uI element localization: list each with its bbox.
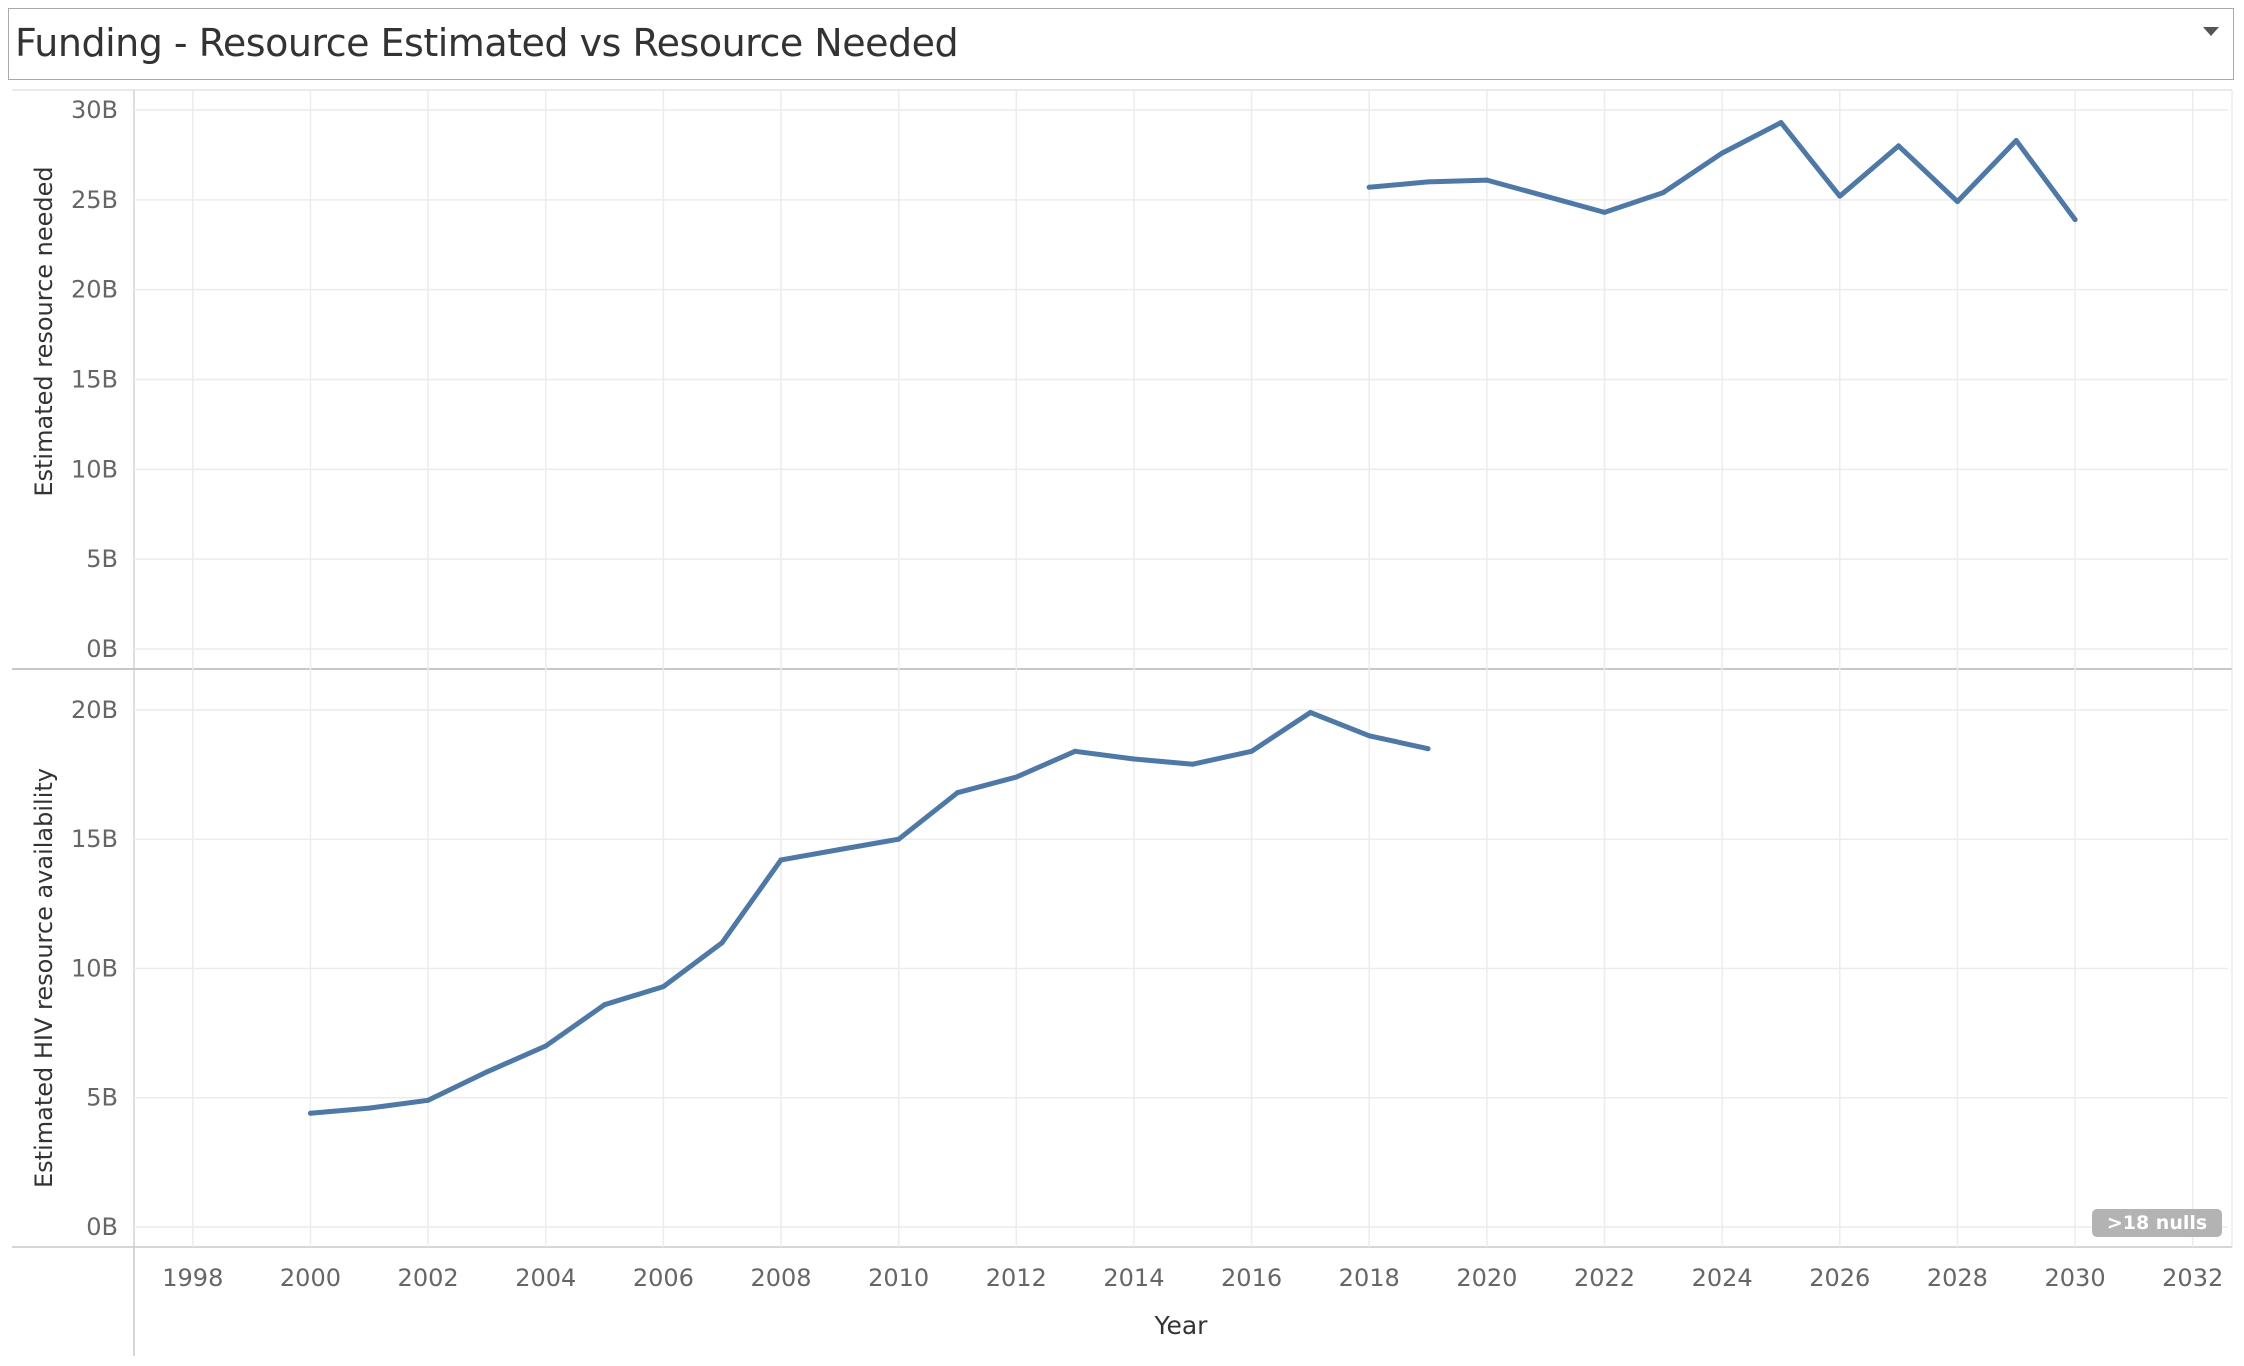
data-point	[837, 847, 843, 853]
x-tick-label: 2008	[750, 1264, 811, 1292]
data-point	[1896, 143, 1902, 149]
x-axis-label: Year	[1154, 1311, 1209, 1340]
y-tick-label: 0B	[86, 635, 118, 663]
y-tick-label: 20B	[71, 696, 118, 724]
data-point	[1660, 190, 1666, 196]
data-point	[778, 857, 784, 863]
data-point	[1131, 756, 1137, 762]
data-point	[366, 1105, 372, 1111]
x-tick-label: 2024	[1692, 1264, 1753, 1292]
y-tick-label: 25B	[71, 186, 118, 214]
y-tick-label: 20B	[71, 276, 118, 304]
dropdown-arrow-icon[interactable]	[2203, 27, 2219, 36]
y-tick-label: 5B	[86, 1084, 118, 1112]
data-point	[1190, 761, 1196, 767]
y-tick-label: 0B	[86, 1213, 118, 1241]
x-tick-label: 2010	[868, 1264, 929, 1292]
data-point	[719, 940, 725, 946]
data-point	[1425, 746, 1431, 752]
x-tick-label: 2032	[2162, 1264, 2223, 1292]
data-point	[1366, 733, 1372, 739]
data-point	[954, 790, 960, 796]
y-tick-label: 30B	[71, 96, 118, 124]
data-point	[307, 1110, 313, 1116]
y-tick-label: 15B	[71, 366, 118, 394]
x-tick-label: 2000	[280, 1264, 341, 1292]
x-tick-label: 2028	[1927, 1264, 1988, 1292]
data-point	[1602, 209, 1608, 215]
dashboard-title: Funding - Resource Estimated vs Resource…	[15, 21, 959, 65]
data-point	[1307, 710, 1313, 716]
x-tick-label: 2018	[1339, 1264, 1400, 1292]
y-tick-label: 5B	[86, 545, 118, 573]
y-axis-label: Estimated HIV resource availability	[30, 768, 58, 1188]
y-axis-label: Estimated resource needed	[30, 166, 58, 496]
y-tick-label: 10B	[71, 455, 118, 483]
data-point	[543, 1043, 549, 1049]
data-point	[896, 836, 902, 842]
data-point	[1249, 748, 1255, 754]
data-point	[2072, 217, 2078, 223]
data-point	[602, 1002, 608, 1008]
x-tick-label: 2030	[2045, 1264, 2106, 1292]
title-bar: Funding - Resource Estimated vs Resource…	[8, 8, 2234, 80]
x-tick-label: 2004	[515, 1264, 576, 1292]
x-tick-label: 2020	[1456, 1264, 1517, 1292]
data-point	[1366, 184, 1372, 190]
x-tick-label: 2002	[398, 1264, 459, 1292]
data-point	[1778, 120, 1784, 126]
x-tick-label: 2016	[1221, 1264, 1282, 1292]
x-tick-label: 2014	[1103, 1264, 1164, 1292]
data-point	[1013, 774, 1019, 780]
data-point	[1719, 150, 1725, 156]
data-point	[1425, 179, 1431, 185]
data-point	[660, 984, 666, 990]
x-tick-label: 2006	[633, 1264, 694, 1292]
data-point	[425, 1097, 431, 1103]
y-tick-label: 15B	[71, 825, 118, 853]
data-point	[1543, 193, 1549, 199]
nulls-indicator-badge[interactable]: >18 nulls	[2092, 1209, 2222, 1237]
x-tick-label: 2012	[986, 1264, 1047, 1292]
data-point	[1837, 193, 1843, 199]
data-point	[1484, 177, 1490, 183]
x-tick-label: 2026	[1809, 1264, 1870, 1292]
y-tick-label: 10B	[71, 954, 118, 982]
data-point	[1954, 199, 1960, 205]
data-point	[2013, 138, 2019, 144]
data-point	[484, 1069, 490, 1075]
series-line-resource-availability	[308, 710, 1431, 1116]
x-tick-label: 1998	[162, 1264, 223, 1292]
data-point	[1072, 748, 1078, 754]
x-tick-label: 2022	[1574, 1264, 1635, 1292]
